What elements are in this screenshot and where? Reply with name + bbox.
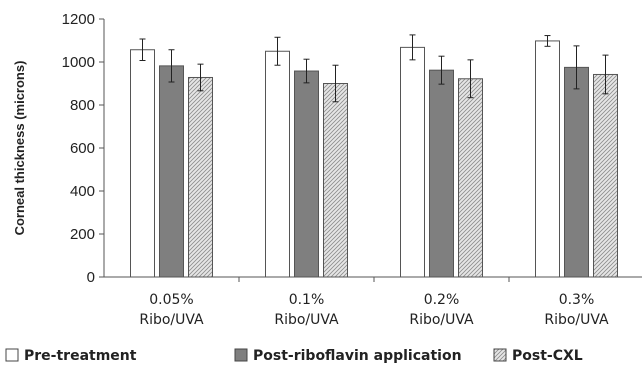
error-bar bbox=[274, 36, 281, 66]
bar-3-cat-3 bbox=[458, 78, 483, 278]
x-category-label: 0.1% bbox=[289, 292, 325, 308]
y-tick-label: 200 bbox=[70, 226, 95, 243]
bar-1-cat-4 bbox=[535, 40, 560, 278]
legend-swatch bbox=[5, 348, 19, 362]
legend-swatch bbox=[234, 348, 248, 362]
y-tick-label: 1200 bbox=[62, 11, 95, 28]
bar-2-cat-1 bbox=[159, 65, 184, 278]
error-bar bbox=[602, 54, 609, 95]
error-bar bbox=[573, 45, 580, 90]
x-category-label: 0.2% bbox=[424, 292, 460, 308]
y-axis-title: Corneal thickness (microns) bbox=[12, 61, 27, 236]
x-category-label: Ribo/UVA bbox=[274, 312, 339, 328]
error-bar bbox=[467, 59, 474, 99]
error-bar bbox=[168, 49, 175, 83]
bar-3-cat-4 bbox=[593, 73, 618, 278]
y-tick-label: 400 bbox=[70, 183, 95, 200]
bars bbox=[130, 40, 618, 278]
x-category-label: 0.05% bbox=[149, 292, 193, 308]
legend-label: Post-riboflavin application bbox=[253, 348, 462, 364]
bar-3-cat-1 bbox=[188, 76, 213, 278]
axis-labels: 0 200 400 600 800 1000 1200 Corneal thickness (… bbox=[12, 11, 609, 328]
y-tick-label: 0 bbox=[87, 269, 95, 286]
error-bar bbox=[544, 35, 551, 47]
x-category-label: Ribo/UVA bbox=[544, 312, 609, 328]
legend: Pre-treatment Post-riboflavin application… bbox=[5, 348, 583, 364]
error-bar bbox=[197, 63, 204, 92]
bar-3-cat-2 bbox=[323, 83, 348, 278]
bar-2-cat-4 bbox=[564, 66, 589, 278]
y-tick-label: 1000 bbox=[62, 54, 95, 71]
legend-label: Post-CXL bbox=[512, 348, 583, 364]
bar-2-cat-2 bbox=[294, 70, 319, 278]
bar-1-cat-1 bbox=[130, 49, 155, 278]
error-bar bbox=[332, 64, 339, 103]
x-category-label: 0.3% bbox=[559, 292, 595, 308]
x-category-label: Ribo/UVA bbox=[139, 312, 204, 328]
legend-swatch bbox=[493, 348, 507, 362]
error-bar bbox=[409, 34, 416, 61]
bar-1-cat-3 bbox=[400, 46, 425, 278]
error-bar bbox=[438, 55, 445, 85]
y-tick-label: 600 bbox=[70, 140, 95, 157]
error-bar bbox=[139, 38, 146, 61]
legend-label: Pre-treatment bbox=[24, 348, 137, 364]
y-tick-label: 800 bbox=[70, 97, 95, 114]
bar-1-cat-2 bbox=[265, 50, 290, 278]
error-bars bbox=[139, 34, 609, 103]
x-category-label: Ribo/UVA bbox=[409, 312, 474, 328]
error-bar bbox=[303, 58, 310, 84]
bar-2-cat-3 bbox=[429, 69, 454, 278]
